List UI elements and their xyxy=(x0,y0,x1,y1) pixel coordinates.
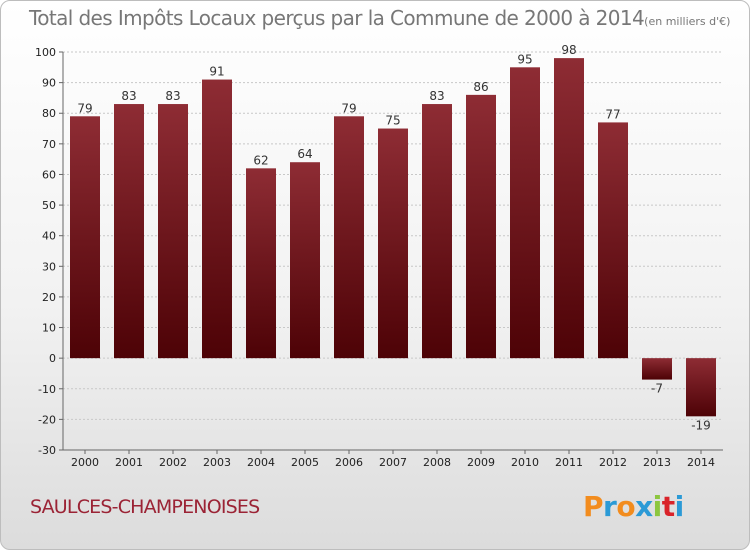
x-tick-label: 2012 xyxy=(599,456,627,469)
y-tick-label: 0 xyxy=(49,352,56,365)
logo-letter: x xyxy=(635,490,653,523)
bar xyxy=(70,116,100,359)
y-tick-label: -20 xyxy=(38,413,56,426)
y-tick-label: 40 xyxy=(42,230,56,243)
bar-value-label: 98 xyxy=(561,43,576,57)
y-tick-label: 90 xyxy=(42,77,56,90)
y-tick-label: 10 xyxy=(42,322,56,335)
x-tick-label: 2005 xyxy=(291,456,319,469)
y-tick-label: -30 xyxy=(38,444,56,457)
x-tick-label: 2011 xyxy=(555,456,583,469)
bar-value-label: 75 xyxy=(385,114,400,128)
x-tick-label: 2010 xyxy=(511,456,539,469)
proxiti-logo: Proxiti xyxy=(583,490,684,523)
bar xyxy=(290,162,320,359)
bar xyxy=(642,358,672,380)
x-tick-label: 2000 xyxy=(71,456,99,469)
x-tick-label: 2014 xyxy=(687,456,715,469)
bar-value-label: 62 xyxy=(253,153,268,167)
bar-value-label: 91 xyxy=(209,65,224,79)
chart-unit: (en milliers d'€) xyxy=(644,15,731,28)
bar xyxy=(202,79,232,359)
bar-value-label: 83 xyxy=(165,89,180,103)
logo-letter: r xyxy=(603,490,617,523)
y-tick-label: 60 xyxy=(42,168,56,181)
bar xyxy=(466,94,496,359)
chart-title: Total des Impôts Locaux perçus par la Co… xyxy=(29,6,731,30)
bar xyxy=(378,128,408,359)
bar-value-label: 79 xyxy=(341,101,356,115)
x-tick-label: 2002 xyxy=(159,456,187,469)
y-tick-label: 20 xyxy=(42,291,56,304)
bar xyxy=(686,358,716,417)
y-tick-label: 50 xyxy=(42,199,56,212)
y-tick-label: 70 xyxy=(42,138,56,151)
logo-letter: i xyxy=(652,490,663,523)
bar xyxy=(422,104,452,359)
x-tick-label: 2013 xyxy=(643,456,671,469)
bar-value-label: 86 xyxy=(473,80,488,94)
logo-letter: P xyxy=(583,490,604,523)
x-tick-label: 2001 xyxy=(115,456,143,469)
x-tick-label: 2003 xyxy=(203,456,231,469)
x-tick-label: 2008 xyxy=(423,456,451,469)
logo-letter: t xyxy=(661,490,675,523)
commune-name: SAULCES-CHAMPENOISES xyxy=(30,496,260,518)
x-tick-label: 2007 xyxy=(379,456,407,469)
bar-value-label: -19 xyxy=(691,418,711,432)
logo-letter: i xyxy=(674,490,685,523)
bar-value-label: 95 xyxy=(517,52,532,66)
bar xyxy=(114,104,144,359)
bar-value-label: 83 xyxy=(121,89,136,103)
y-tick-label: 30 xyxy=(42,260,56,273)
bar xyxy=(158,104,188,359)
bar-value-label: 83 xyxy=(429,89,444,103)
bar-value-label: -7 xyxy=(651,382,663,396)
y-tick-label: -10 xyxy=(38,383,56,396)
bar-value-label: 77 xyxy=(605,107,620,121)
logo-letter: o xyxy=(616,490,636,523)
bar xyxy=(334,116,364,359)
bar xyxy=(510,67,540,359)
x-tick-label: 2006 xyxy=(335,456,363,469)
y-tick-label: 100 xyxy=(35,46,56,59)
bar-value-label: 64 xyxy=(297,147,312,161)
bar xyxy=(598,122,628,359)
x-tick-label: 2009 xyxy=(467,456,495,469)
bar-value-label: 79 xyxy=(77,101,92,115)
bar xyxy=(554,58,584,359)
bar xyxy=(246,168,276,359)
x-tick-label: 2004 xyxy=(247,456,275,469)
y-tick-label: 80 xyxy=(42,107,56,120)
